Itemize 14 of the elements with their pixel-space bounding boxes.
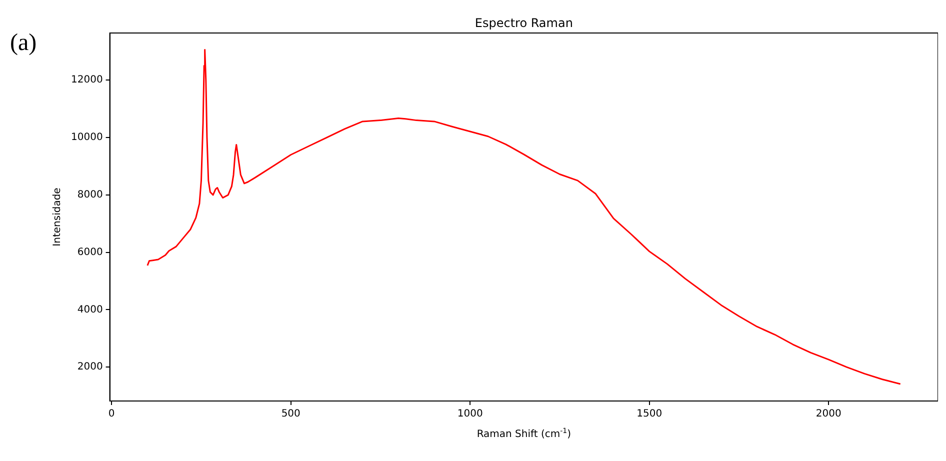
y-axis-title: Intensidade xyxy=(52,188,63,246)
x-tick-label: 2000 xyxy=(816,408,842,420)
x-tick-label: 500 xyxy=(281,408,300,420)
y-tick-label: 10000 xyxy=(71,132,103,144)
y-tick-label: 6000 xyxy=(77,246,103,258)
chart-title: Espectro Raman xyxy=(474,16,573,30)
y-tick-label: 12000 xyxy=(71,74,103,86)
y-tick-label: 8000 xyxy=(77,190,103,200)
x-tick-label: 1500 xyxy=(636,408,662,420)
y-tick-label: 2000 xyxy=(77,362,103,373)
y-tick-label: 4000 xyxy=(77,304,103,316)
x-tick-label: 1000 xyxy=(457,408,483,420)
text: (a) xyxy=(10,30,37,57)
x-tick-label: 0 xyxy=(108,408,115,420)
